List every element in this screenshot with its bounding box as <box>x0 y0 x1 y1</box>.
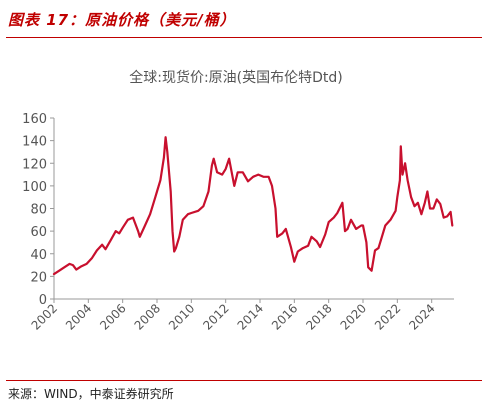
x-tick-label: 2012 <box>200 301 231 332</box>
y-tick-label: 80 <box>30 203 47 218</box>
x-tick-label: 2022 <box>372 301 403 332</box>
x-tick-label: 2020 <box>338 301 369 332</box>
title-rule <box>6 37 482 38</box>
y-tick-label: 160 <box>22 112 47 127</box>
y-tick-label: 120 <box>22 157 47 172</box>
x-tick-label: 2016 <box>269 301 300 332</box>
y-tick-label: 100 <box>22 180 47 195</box>
x-tick-label: 2010 <box>166 301 197 332</box>
figure-title: 图表 17：原油价格（美元/桶） <box>8 11 236 29</box>
source-note: 来源：WIND，中泰证券研究所 <box>8 387 174 401</box>
y-tick-label: 0 <box>39 293 47 308</box>
x-tick-label: 2014 <box>235 301 266 332</box>
x-tick-label: 2004 <box>63 301 94 332</box>
x-tick-label: 2018 <box>303 301 334 332</box>
y-tick-label: 60 <box>30 225 47 240</box>
price-line <box>52 136 454 276</box>
chart-series <box>52 136 454 276</box>
chart-title: 全球:现货价:原油(英国布伦特Dtd) <box>129 69 343 86</box>
x-tick-label: 2024 <box>406 301 437 332</box>
x-tick-label: 2006 <box>97 301 128 332</box>
price-line-chart: 全球:现货价:原油(英国布伦特Dtd) 0 20 40 60 80 100 120 140 16… <box>22 69 454 333</box>
y-tick-label: 20 <box>30 270 47 285</box>
y-tick-label: 140 <box>22 135 47 150</box>
source-rule <box>6 380 482 381</box>
y-tick-label: 40 <box>30 248 47 263</box>
x-tick-label: 2002 <box>29 301 60 332</box>
x-tick-label: 2008 <box>132 301 163 332</box>
